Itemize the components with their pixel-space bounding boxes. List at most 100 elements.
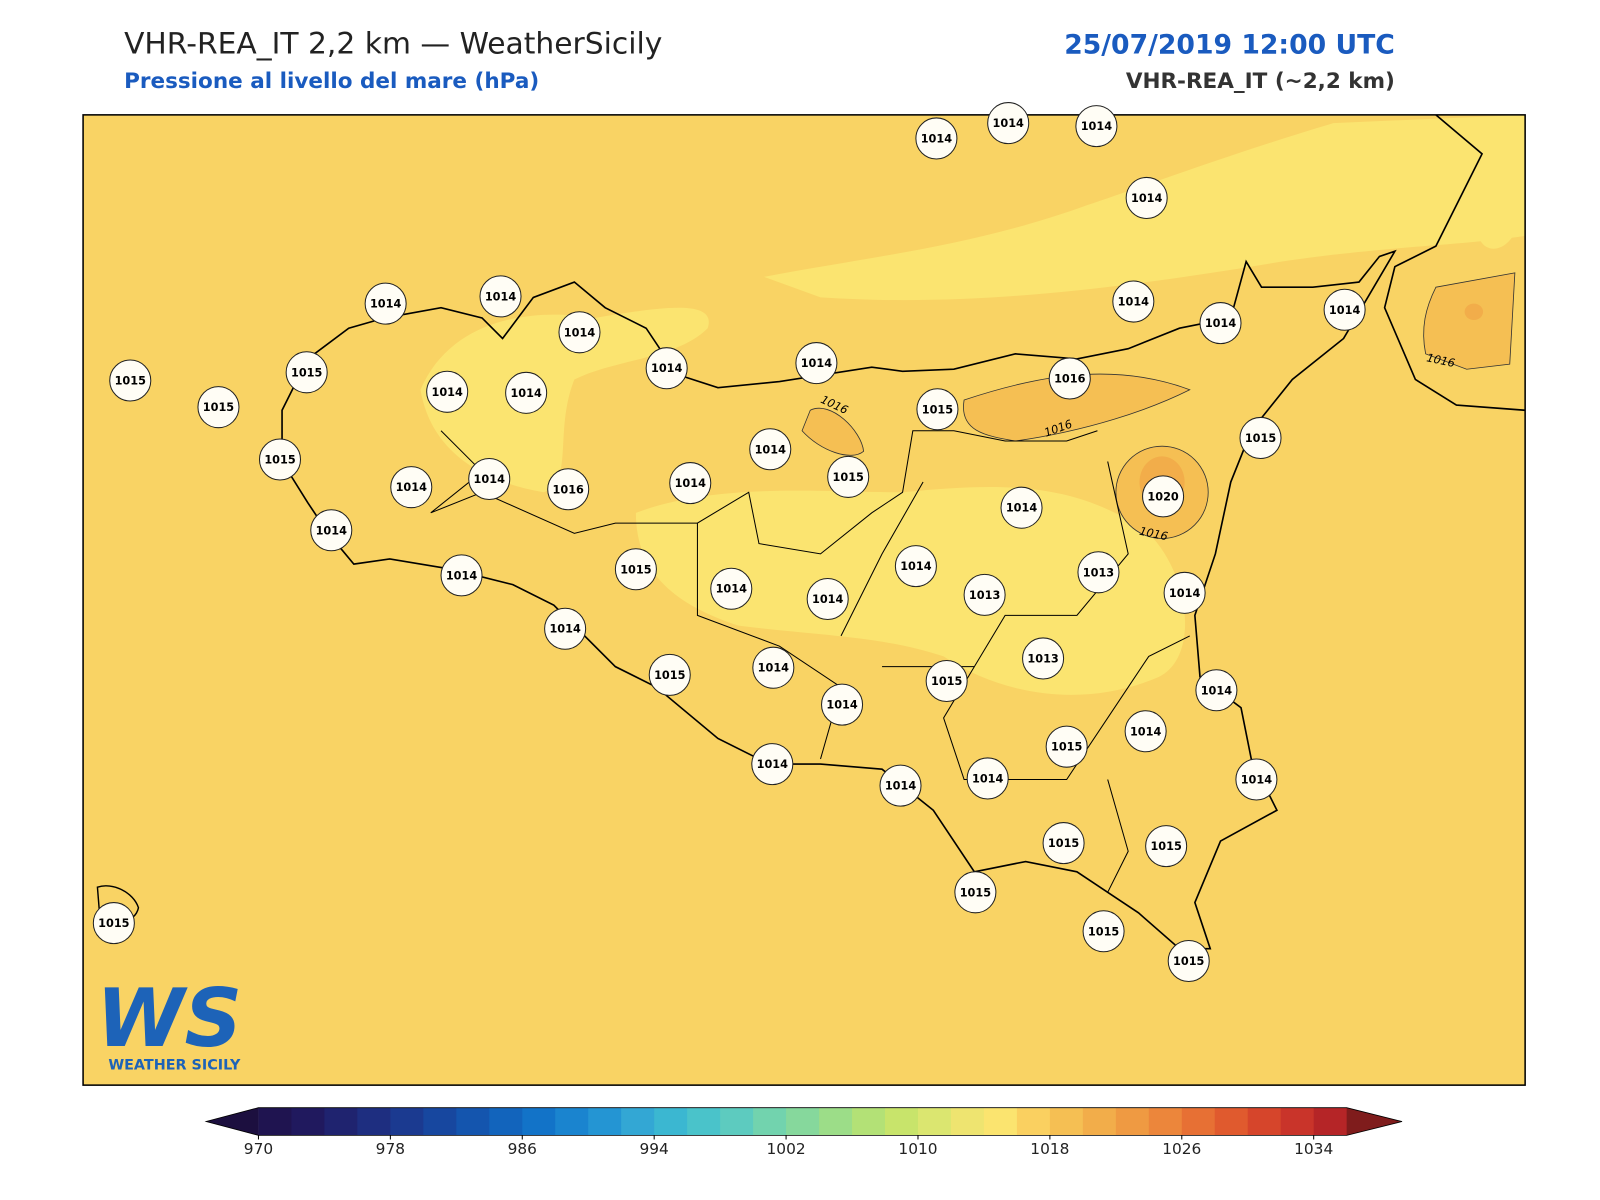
station-value: 1015 [620, 563, 652, 576]
station-value: 1014 [1131, 192, 1163, 205]
station-value: 1014 [1130, 725, 1162, 738]
station-value: 1014 [1329, 304, 1361, 317]
station-marker [1000, 486, 1043, 529]
station-marker [197, 386, 240, 429]
station-marker [751, 743, 794, 786]
colorbar-segment [522, 1107, 556, 1136]
subtitle: Pressione al livello del mare (hPa) [124, 69, 539, 94]
station-marker [364, 282, 407, 325]
station-value: 1014 [716, 583, 748, 596]
station-marker [544, 607, 587, 650]
station-marker [894, 545, 937, 588]
station-value: 1014 [826, 699, 858, 712]
colorbar-under [206, 1107, 259, 1136]
colorbar-segment [1247, 1107, 1282, 1136]
station-value: 1015 [1150, 840, 1182, 853]
station-marker [547, 468, 590, 511]
station-value: 1014 [1201, 684, 1233, 697]
logo-name: WEATHER SICILY [108, 1058, 241, 1074]
colorbar-segment [1313, 1107, 1348, 1136]
station-marker [827, 455, 870, 498]
colorbar-segment [786, 1107, 820, 1136]
station-value: 1014 [1169, 587, 1201, 600]
station-value: 1015 [115, 375, 147, 388]
station-value: 1014 [651, 362, 683, 375]
station-value: 1013 [1083, 566, 1114, 579]
station-value: 1015 [1048, 837, 1080, 850]
station-value: 1014 [446, 569, 478, 582]
station-value: 1014 [564, 326, 596, 339]
colorbar-tick-label: 970 [244, 1140, 273, 1158]
colorbar-segment [1115, 1107, 1150, 1136]
colorbar-segment [324, 1107, 358, 1136]
colorbar-segment [258, 1107, 292, 1136]
station-marker [963, 573, 1006, 616]
field-high [801, 407, 865, 456]
station-value: 1015 [1173, 955, 1205, 968]
station-marker [806, 577, 849, 620]
station-marker [821, 683, 864, 726]
colorbar-segment [555, 1107, 589, 1136]
colorbar-segment [753, 1107, 787, 1136]
station-value: 1014 [675, 477, 707, 490]
station-marker [1239, 416, 1282, 459]
colorbar-segment [1214, 1107, 1249, 1136]
colorbar-segment [1016, 1107, 1051, 1136]
station-value: 1014 [972, 772, 1004, 785]
colorbar-tick-label: 1018 [1030, 1140, 1069, 1158]
station-marker [879, 764, 922, 807]
station-value: 1015 [1245, 432, 1277, 445]
station-value: 1014 [755, 443, 787, 456]
station-value: 1014 [812, 593, 844, 606]
model: VHR-REA_IT (~2,2 km) [1126, 69, 1395, 94]
station-marker [749, 428, 792, 471]
colorbar-segment [1181, 1107, 1216, 1136]
station-marker [468, 457, 511, 500]
station-value: 1014 [549, 623, 581, 636]
colorbar-frame [204, 1107, 1403, 1136]
station-marker [645, 347, 688, 390]
station-marker [1124, 710, 1167, 753]
station-value: 1014 [885, 780, 917, 793]
field-light [1435, 117, 1518, 249]
station-marker [109, 359, 152, 402]
colorbar-segment [489, 1107, 523, 1136]
station-value: 1014 [510, 387, 542, 400]
station-value: 1014 [370, 298, 402, 311]
colorbar-segment [1049, 1107, 1084, 1136]
station-value: 1014 [1006, 502, 1038, 515]
field-light [420, 307, 709, 493]
station-marker [710, 567, 753, 610]
station-marker [966, 757, 1009, 800]
colorbar-segment [390, 1107, 424, 1136]
station-marker [1235, 758, 1278, 801]
province-borders [430, 430, 1190, 893]
station-marker [916, 388, 959, 431]
station-marker [440, 554, 483, 597]
colorbar-tick-label: 1010 [898, 1140, 937, 1158]
field-higher [1464, 303, 1484, 320]
station-value: 1014 [485, 290, 517, 303]
station-marker [795, 342, 838, 385]
station-marker [1323, 288, 1366, 331]
colorbar-segment [1280, 1107, 1315, 1136]
coastline [1383, 114, 1526, 412]
colorbar-tick-label: 978 [376, 1140, 405, 1158]
map [83, 114, 1526, 1086]
station-value: 1014 [474, 473, 506, 486]
station-value: 1015 [1051, 741, 1083, 754]
colorbar-segment [983, 1107, 1018, 1136]
station-marker [1077, 551, 1120, 594]
station-value: 1020 [1147, 490, 1179, 503]
station-value: 1016 [553, 483, 585, 496]
station-value: 1013 [1027, 652, 1058, 665]
station-value: 1014 [993, 117, 1025, 130]
station-marker [669, 462, 712, 505]
station-marker [1048, 357, 1091, 400]
station-marker [1167, 939, 1210, 983]
colorbar-tick-label: 1002 [767, 1140, 806, 1158]
station-value: 1014 [758, 662, 790, 675]
station-marker [925, 659, 968, 703]
station-value: 1014 [801, 357, 833, 370]
station-value: 1015 [922, 403, 954, 416]
